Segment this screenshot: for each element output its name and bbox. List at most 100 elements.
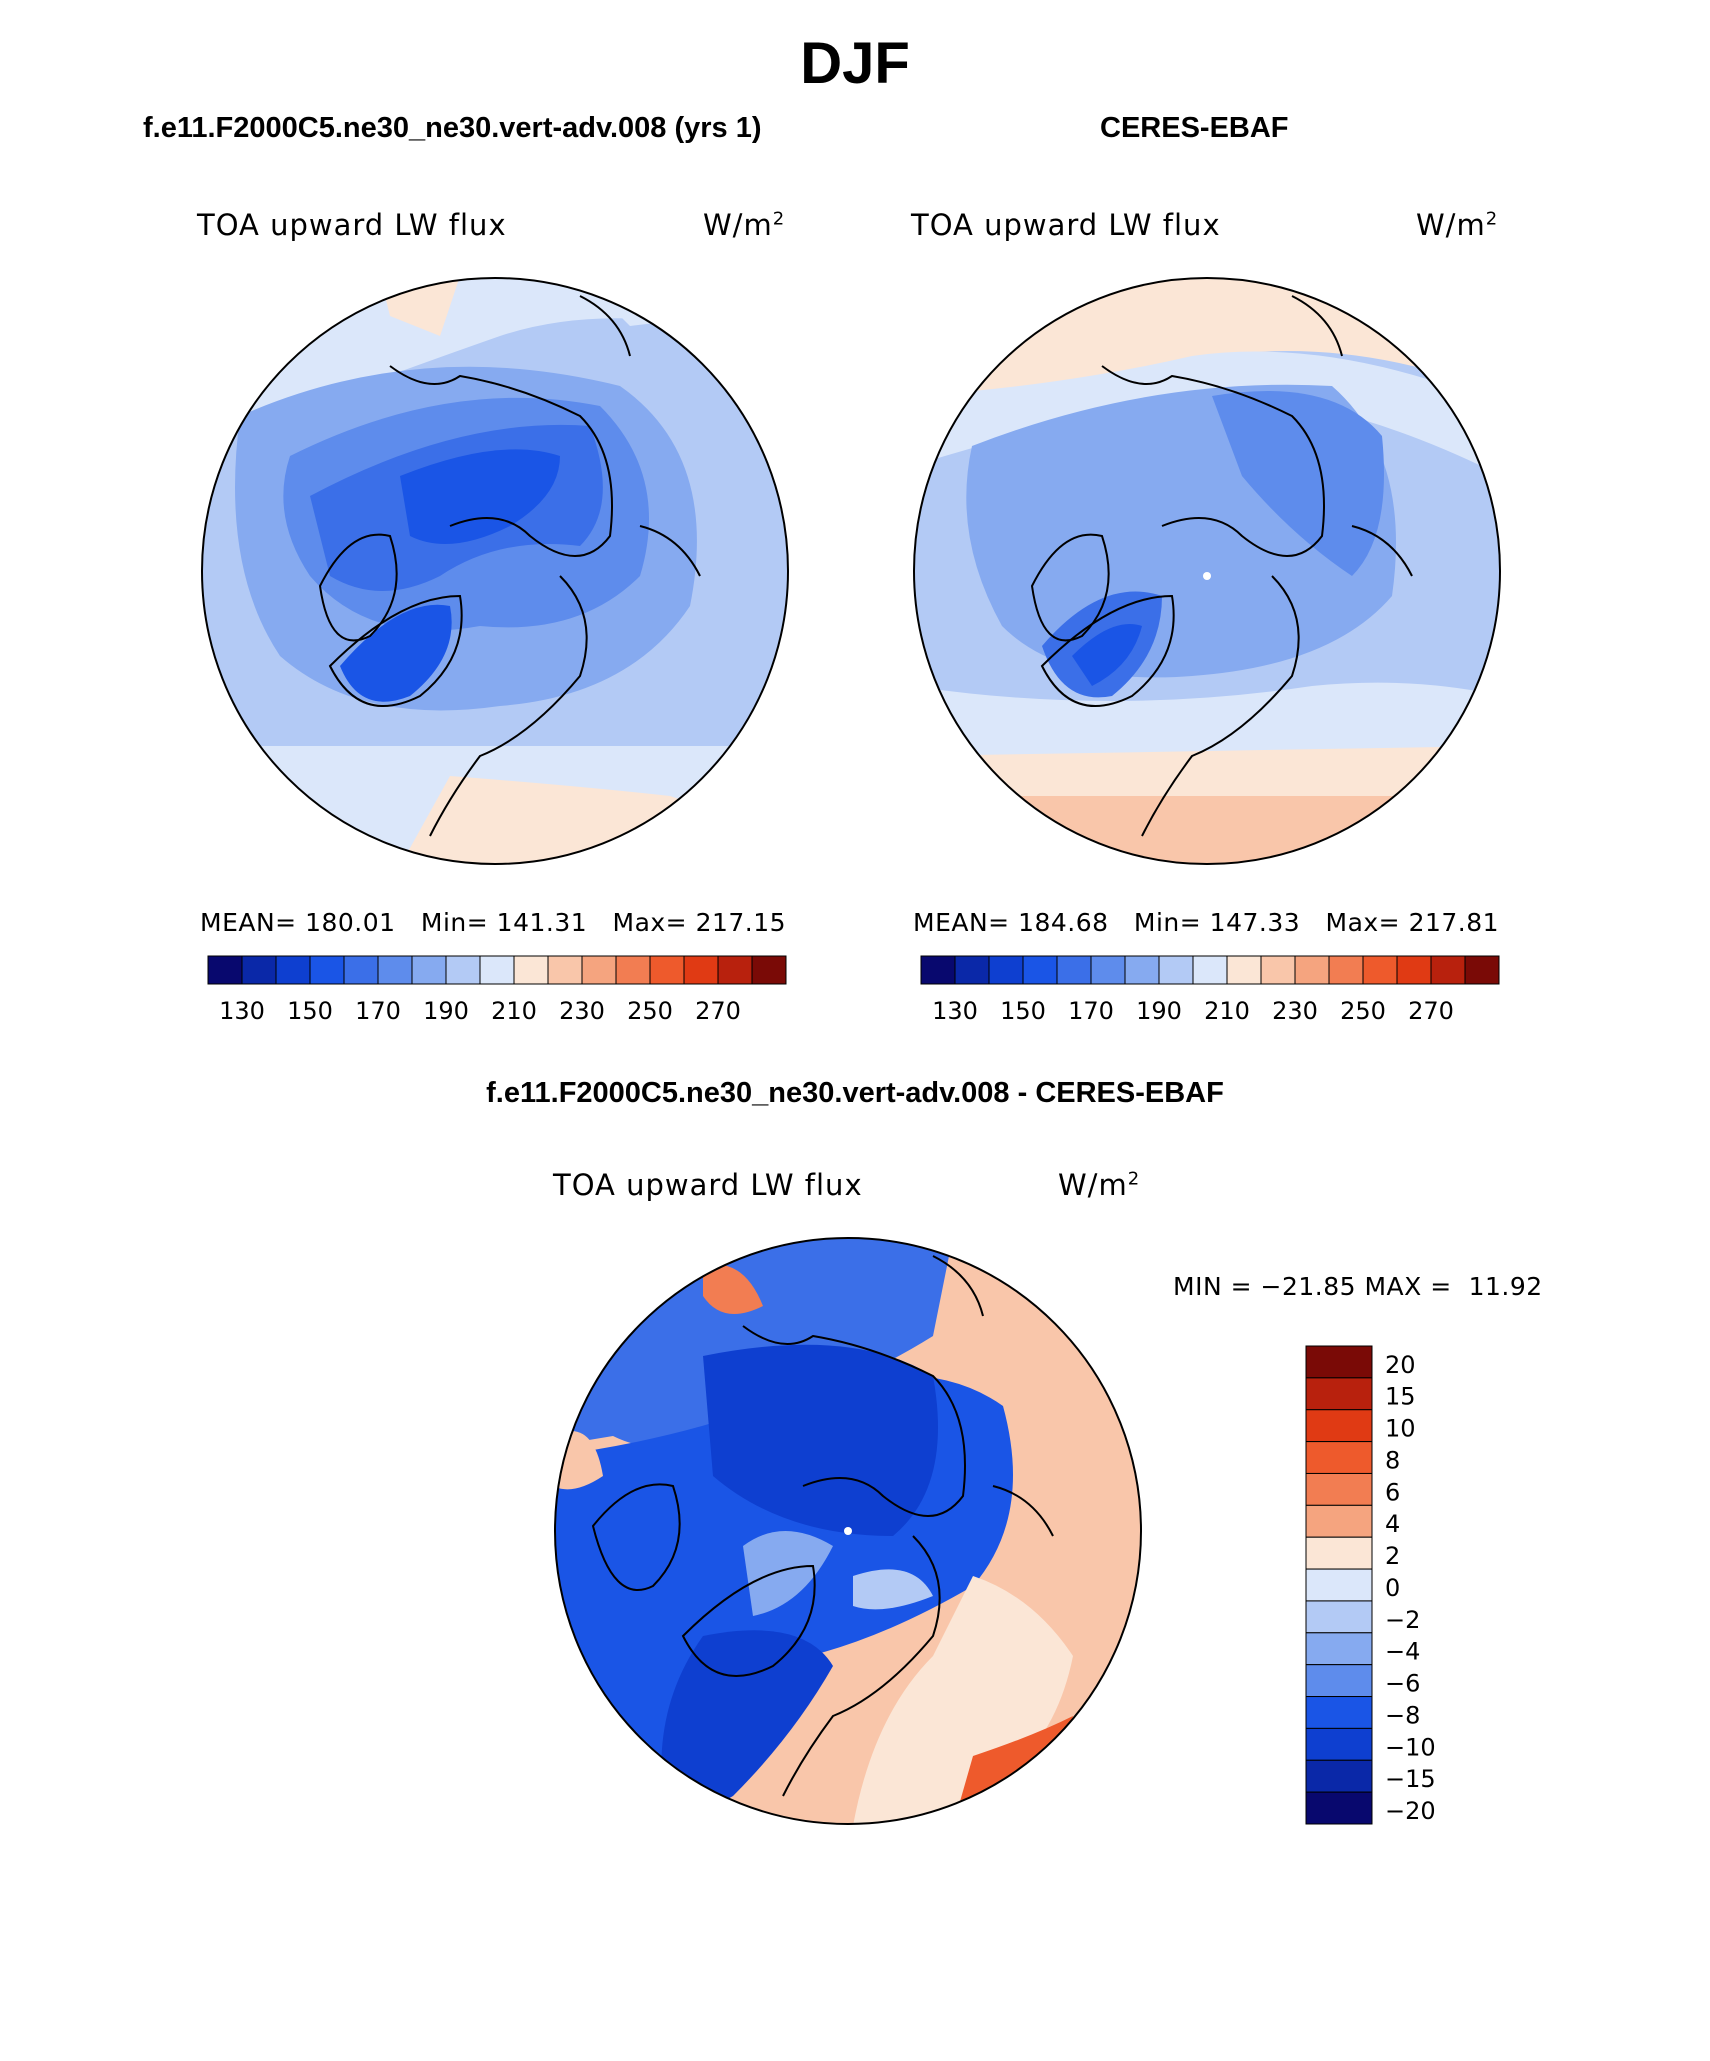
obs-colorbar-tick-label: 190 — [1136, 997, 1182, 1025]
diff-colorbar-swatch — [1305, 1568, 1373, 1602]
diff-colorbar-tick-label: −4 — [1385, 1638, 1420, 1666]
obs-colorbar-swatch — [1294, 955, 1330, 985]
obs-units-text: W/m — [1416, 208, 1486, 242]
obs-colorbar-tick-label: 130 — [932, 997, 978, 1025]
diff-colorbar-tick-label: 4 — [1385, 1510, 1400, 1538]
diff-units-exp: 2 — [1127, 1168, 1141, 1190]
obs-units-label: W/m2 — [1416, 208, 1498, 242]
obs-colorbar-swatch — [1124, 955, 1160, 985]
obs-variable-label: TOA upward LW flux — [911, 208, 1221, 242]
diff-max-label: MAX = — [1364, 1272, 1452, 1301]
diff-stats: MIN = −21.85 MAX = 11.92 — [1173, 1272, 1543, 1301]
model-colorbar-tick-label: 190 — [423, 997, 469, 1025]
diff-colorbar-swatch — [1305, 1791, 1373, 1825]
model-colorbar-swatch — [479, 955, 515, 985]
diff-colorbar-swatch — [1305, 1632, 1373, 1666]
diff-panel-title: f.e11.F2000C5.ne30_ne30.vert-adv.008 - C… — [486, 1077, 1224, 1109]
diff-map-boundary — [554, 1237, 1142, 1825]
diff-colorbar-tick-label: 15 — [1385, 1383, 1416, 1411]
model-field-band — [400, 776, 788, 864]
obs-colorbar-swatch — [1328, 955, 1364, 985]
model-colorbar-tick-label: 170 — [355, 997, 401, 1025]
model-min-label: Min= — [420, 908, 489, 937]
diff-coastlines — [591, 1255, 1054, 1797]
obs-colorbar-swatch — [1090, 955, 1126, 985]
diff-colorbar-swatch — [1305, 1472, 1373, 1506]
obs-colorbar-swatch — [1260, 955, 1296, 985]
model-min-value: 141.31 — [496, 908, 588, 937]
model-mean-value: 180.01 — [305, 908, 396, 937]
diff-colorbar-swatch — [1305, 1345, 1373, 1379]
diff-field-band — [853, 1569, 933, 1610]
model-colorbar-swatch — [581, 955, 617, 985]
obs-colorbar-swatch — [1396, 955, 1432, 985]
model-colorbar-swatch — [411, 955, 447, 985]
obs-colorbar-tick-label: 170 — [1068, 997, 1114, 1025]
diff-colorbar-tick-label: −20 — [1385, 1797, 1436, 1825]
diff-field-band — [703, 1344, 938, 1536]
obs-min-label: Min= — [1133, 908, 1202, 937]
diff-field-band — [743, 1531, 833, 1616]
obs-max-value: 217.81 — [1408, 908, 1500, 937]
obs-max-label: Max= — [1325, 908, 1401, 937]
diff-colorbar-tick-label: 6 — [1385, 1478, 1400, 1506]
obs-colorbar-swatch — [1158, 955, 1194, 985]
diff-field-band — [703, 1264, 763, 1314]
model-field-band — [340, 604, 452, 702]
diff-field-band — [661, 1630, 833, 1811]
model-colorbar-swatch — [615, 955, 651, 985]
obs-colorbar-tick-label: 150 — [1000, 997, 1046, 1025]
model-max-value: 217.15 — [695, 908, 787, 937]
obs-coastlines — [1030, 295, 1413, 837]
model-colorbar-tick-label: 270 — [695, 997, 741, 1025]
model-field-band — [400, 449, 560, 544]
model-max-label: Max= — [612, 908, 688, 937]
diff-polar-map — [554, 1237, 1142, 1825]
model-units-label: W/m2 — [703, 208, 785, 242]
model-units-exp: 2 — [772, 208, 786, 230]
diff-colorbar-tick-label: −10 — [1385, 1733, 1436, 1761]
obs-stats: MEAN= 184.68 Min= 147.33 Max= 217.81 — [913, 908, 1499, 937]
diff-max-value: 11.92 — [1468, 1272, 1543, 1301]
model-colorbar-tick-label: 210 — [491, 997, 537, 1025]
model-coastlines — [318, 295, 701, 837]
diff-min-value: −21.85 — [1260, 1272, 1357, 1301]
diff-min-label: MIN = — [1173, 1272, 1253, 1301]
diff-colorbar-swatch — [1305, 1536, 1373, 1570]
model-colorbar-swatch — [377, 955, 413, 985]
model-colorbar-swatch — [717, 955, 753, 985]
diff-colorbar-swatch — [1305, 1759, 1373, 1793]
diff-colorbar-tick-label: −2 — [1385, 1606, 1420, 1634]
diff-colorbar-tick-label: 0 — [1385, 1574, 1400, 1602]
model-colorbar-swatch — [343, 955, 379, 985]
model-colorbar-tick-label: 250 — [627, 997, 673, 1025]
obs-field-band — [914, 351, 1500, 476]
obs-colorbar-swatch — [1192, 955, 1228, 985]
model-colorbar-swatch — [275, 955, 311, 985]
model-colorbar-tick-label: 150 — [287, 997, 333, 1025]
model-map-boundary — [201, 277, 789, 865]
diff-colorbar-swatch — [1305, 1664, 1373, 1698]
obs-pole-marker — [1203, 572, 1211, 580]
model-colorbar-tick-label: 130 — [219, 997, 265, 1025]
diff-colorbar-tick-label: 2 — [1385, 1542, 1400, 1570]
model-colorbar: 130 150 170 190 210 230 250 270 — [207, 955, 787, 1025]
model-polar-map — [201, 277, 789, 865]
obs-field-band — [1072, 624, 1142, 686]
diff-colorbar-tick-label: 8 — [1385, 1446, 1400, 1474]
model-variable-label: TOA upward LW flux — [197, 208, 507, 242]
model-mean-label: MEAN= — [200, 908, 297, 937]
diff-colorbar-swatch — [1305, 1441, 1373, 1474]
model-colorbar-swatch — [547, 955, 583, 985]
model-colorbar-swatch — [309, 955, 345, 985]
diff-units-label: W/m2 — [1058, 1168, 1140, 1202]
obs-panel-title: CERES-EBAF — [1100, 112, 1289, 144]
model-colorbar-swatch — [649, 955, 685, 985]
obs-mean-value: 184.68 — [1018, 908, 1109, 937]
diff-colorbar-tick-label: −6 — [1385, 1670, 1420, 1698]
model-stats: MEAN= 180.01 Min= 141.31 Max= 217.15 — [200, 908, 786, 937]
diff-colorbar-swatch — [1305, 1727, 1373, 1761]
diff-colorbar-swatch — [1305, 1696, 1373, 1729]
obs-colorbar-swatch — [1362, 955, 1398, 985]
